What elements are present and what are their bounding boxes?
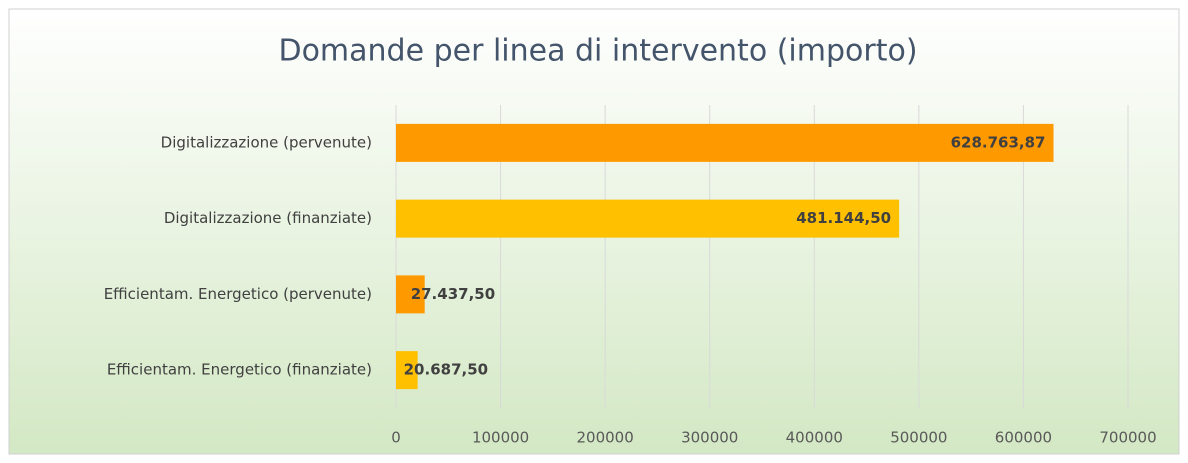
y-tick-label: Digitalizzazione (pervenute) xyxy=(161,133,372,151)
data-label: 20.687,50 xyxy=(404,361,488,379)
x-tick-label: 100000 xyxy=(472,429,529,447)
x-tick-label: 700000 xyxy=(1099,429,1156,447)
bar xyxy=(396,351,418,390)
bar xyxy=(396,199,900,238)
x-tick-label: 600000 xyxy=(995,429,1052,447)
bar xyxy=(396,275,425,314)
data-label: 27.437,50 xyxy=(411,285,495,303)
y-tick-label: Efficientam. Energetico (pervenute) xyxy=(104,285,372,303)
x-tick-label: 400000 xyxy=(786,429,843,447)
x-tick-label: 200000 xyxy=(577,429,634,447)
bar xyxy=(396,123,1054,162)
x-tick-label: 300000 xyxy=(681,429,738,447)
data-label: 628.763,87 xyxy=(951,133,1046,151)
data-label: 481.144,50 xyxy=(796,209,891,227)
y-tick-label: Digitalizzazione (finanziate) xyxy=(164,209,372,227)
y-tick-label: Efficientam. Energetico (finanziate) xyxy=(107,361,372,379)
chart-title: Domande per linea di intervento (importo… xyxy=(278,34,917,69)
x-tick-label: 500000 xyxy=(890,429,947,447)
x-tick-label: 0 xyxy=(391,429,401,447)
